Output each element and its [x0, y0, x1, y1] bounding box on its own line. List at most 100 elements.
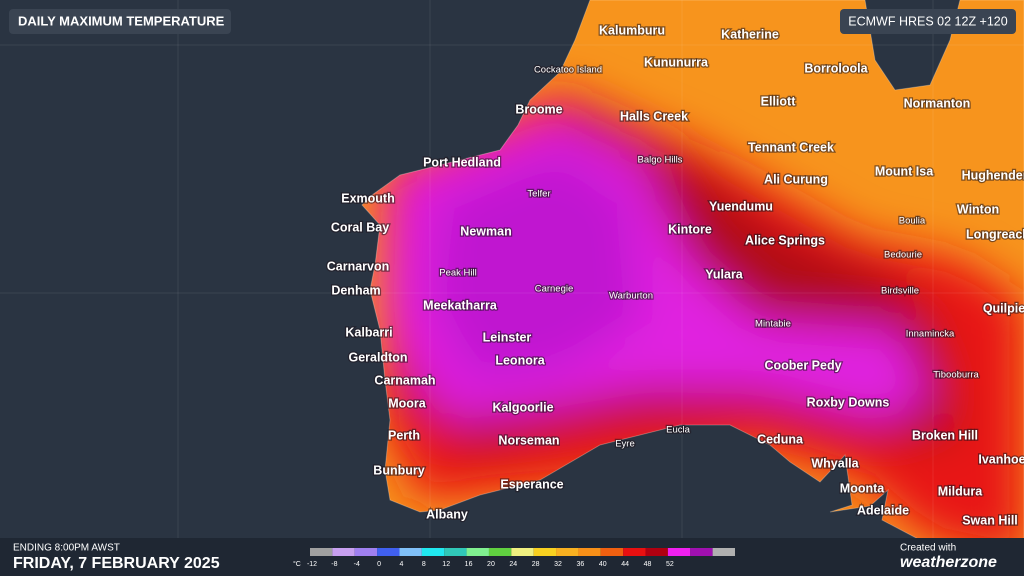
brand-logo: weatherzone — [900, 554, 997, 571]
legend-tick-label: 8 — [422, 561, 426, 568]
place-label: Telfer — [527, 189, 550, 200]
legend-swatch — [488, 548, 512, 556]
place-label: Mildura — [938, 484, 983, 498]
place-label: Broken Hill — [912, 428, 978, 442]
place-label: Katherine — [721, 27, 779, 41]
place-label: Ivanhoe — [978, 452, 1024, 466]
place-label: Albany — [426, 507, 468, 521]
place-label: Newman — [460, 224, 511, 238]
place-label: Roxby Downs — [807, 395, 890, 409]
legend-swatch — [399, 548, 422, 556]
place-label: Meekatharra — [423, 298, 498, 312]
place-labels: Kalumburu Katherine Kununurra Cockatoo Isla… — [325, 22, 1024, 529]
legend-tick-label: 44 — [621, 561, 629, 568]
title-badge — [9, 9, 231, 34]
footer-bar — [0, 538, 1024, 576]
date-label: FRIDAY, 7 FEBRUARY 2025 — [13, 555, 220, 572]
legend-tick-label: 52 — [666, 561, 674, 568]
place-label: Birdsville — [881, 286, 919, 297]
place-label: Leonora — [495, 353, 545, 367]
legend-swatch — [690, 548, 713, 556]
created-with: Created with — [900, 543, 956, 554]
place-label: Bedourie — [884, 250, 922, 261]
legend-swatch — [667, 548, 691, 556]
place-label: Mintabie — [755, 319, 791, 330]
place-label: Ceduna — [757, 432, 804, 446]
legend-swatch — [511, 548, 534, 556]
place-label: Carnegie — [535, 284, 574, 295]
place-label: Innamincka — [906, 329, 955, 340]
legend-tick-label: -4 — [354, 561, 360, 568]
place-label: Kalgoorlie — [492, 400, 553, 414]
legend-tick-label: 12 — [442, 561, 450, 568]
legend-tick-label: 20 — [487, 561, 495, 568]
legend-unit: °C — [293, 560, 301, 568]
place-label: Boulia — [899, 216, 926, 227]
place-label: Exmouth — [341, 191, 394, 205]
place-label: Halls Creek — [620, 109, 688, 123]
legend-tick-label: 32 — [554, 561, 562, 568]
legend-swatch — [444, 548, 467, 556]
place-label: Geraldton — [348, 350, 407, 364]
model-label: ECMWF HRES 02 12Z +120 — [848, 14, 1007, 28]
place-label: Carnarvon — [327, 259, 390, 273]
place-label: Carnamah — [374, 373, 435, 387]
place-label: Warburton — [609, 291, 653, 302]
place-label: Denham — [331, 283, 380, 297]
place-label: Elliott — [761, 94, 797, 108]
place-label: Cockatoo Island — [534, 65, 602, 76]
legend-tick-label: -12 — [307, 561, 317, 568]
legend-swatch — [354, 548, 378, 556]
place-label: Perth — [388, 428, 420, 442]
legend-swatch — [712, 548, 735, 556]
legend-swatch — [421, 548, 445, 556]
place-label: Eucla — [666, 425, 690, 436]
legend-tick-label: 48 — [644, 561, 652, 568]
place-label: Moora — [388, 396, 427, 410]
place-label: Ali Curung — [764, 172, 828, 186]
place-label: Tennant Creek — [748, 140, 834, 154]
place-label: Quilpie — [983, 301, 1024, 315]
place-label: Peak Hill — [439, 268, 477, 279]
model-badge — [840, 9, 1016, 34]
legend-swatch — [556, 548, 579, 556]
place-label: Kalumburu — [599, 23, 665, 37]
place-label: Norseman — [498, 433, 559, 447]
place-label: Yuendumu — [709, 199, 773, 213]
legend-tick-label: 28 — [532, 561, 540, 568]
graticule — [0, 0, 1024, 538]
place-label: Leinster — [483, 330, 532, 344]
legend-swatch — [645, 548, 668, 556]
legend-tick-label: 36 — [577, 561, 585, 568]
legend-swatch — [310, 548, 333, 556]
place-label: Balgo Hills — [638, 155, 683, 166]
place-label: Borroloola — [804, 61, 868, 75]
place-label: Bunbury — [373, 463, 424, 477]
legend-swatch — [533, 548, 557, 556]
place-label: Alice Springs — [745, 233, 825, 247]
temperature-field — [362, 0, 1024, 545]
legend-tick-label: 24 — [509, 561, 517, 568]
place-label: Eyre — [615, 439, 635, 450]
place-label: Yulara — [705, 267, 744, 281]
place-label: Tibooburra — [933, 370, 979, 381]
place-label: Hughenden — [962, 168, 1024, 182]
legend-tick-label: 4 — [400, 561, 404, 568]
place-label: Broome — [515, 102, 562, 116]
legend-swatch — [377, 548, 400, 556]
place-label: Kununurra — [644, 55, 709, 69]
place-label: Mount Isa — [875, 164, 934, 178]
legend-tick-label: 40 — [599, 561, 607, 568]
place-label: Whyalla — [811, 456, 859, 470]
legend-swatch — [466, 548, 489, 556]
legend-swatch — [600, 548, 624, 556]
place-label: Winton — [957, 202, 999, 216]
legend-swatch — [578, 548, 601, 556]
place-label: Port Hedland — [423, 155, 501, 169]
place-label: Kalbarri — [345, 325, 392, 339]
legend-swatch — [623, 548, 646, 556]
legend-tick-label: 16 — [465, 561, 473, 568]
legend-swatch — [332, 548, 355, 556]
place-label: Moonta — [840, 481, 885, 495]
legend-tick-label: 0 — [377, 561, 381, 568]
